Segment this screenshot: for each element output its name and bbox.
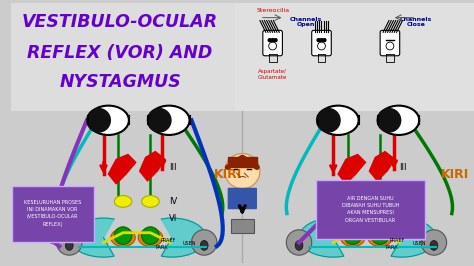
Ellipse shape	[386, 42, 394, 50]
Text: IV: IV	[169, 197, 177, 206]
Circle shape	[317, 39, 320, 41]
FancyBboxPatch shape	[228, 188, 257, 209]
Ellipse shape	[111, 229, 135, 246]
Ellipse shape	[88, 106, 129, 135]
Circle shape	[421, 230, 447, 255]
Ellipse shape	[318, 42, 326, 50]
Circle shape	[114, 227, 132, 244]
Circle shape	[191, 230, 217, 255]
Text: VESTIBULO-OCULAR: VESTIBULO-OCULAR	[22, 13, 218, 31]
Ellipse shape	[378, 106, 419, 135]
FancyBboxPatch shape	[263, 30, 283, 56]
Polygon shape	[140, 152, 165, 181]
FancyBboxPatch shape	[10, 3, 236, 110]
Polygon shape	[109, 155, 136, 184]
Ellipse shape	[142, 196, 159, 207]
Text: PRAEF: PRAEF	[160, 238, 175, 243]
Ellipse shape	[340, 229, 365, 246]
Circle shape	[87, 109, 110, 132]
Circle shape	[317, 109, 340, 132]
Ellipse shape	[114, 196, 132, 207]
Text: Aspartate/
Glutamate: Aspartate/ Glutamate	[258, 69, 287, 80]
Circle shape	[323, 39, 326, 41]
Ellipse shape	[65, 240, 73, 250]
Ellipse shape	[295, 240, 303, 250]
Circle shape	[142, 227, 159, 244]
Ellipse shape	[201, 240, 208, 250]
Circle shape	[320, 39, 323, 41]
FancyBboxPatch shape	[380, 30, 400, 56]
Circle shape	[56, 230, 82, 255]
Text: USEN: USEN	[412, 242, 426, 246]
Text: PRAEF: PRAEF	[390, 238, 405, 243]
Polygon shape	[161, 218, 206, 257]
Polygon shape	[338, 155, 365, 184]
Text: PARA: PARA	[155, 245, 168, 250]
Ellipse shape	[148, 106, 190, 135]
Circle shape	[271, 39, 274, 41]
FancyBboxPatch shape	[12, 186, 94, 242]
Text: REFLEX (VOR) AND: REFLEX (VOR) AND	[27, 44, 213, 62]
Text: III: III	[169, 163, 176, 172]
Circle shape	[274, 39, 277, 41]
Text: III: III	[399, 163, 406, 172]
Ellipse shape	[318, 106, 359, 135]
Ellipse shape	[430, 240, 438, 250]
Circle shape	[377, 109, 401, 132]
Circle shape	[225, 153, 260, 189]
Text: KIRI: KIRI	[213, 168, 242, 181]
Text: Channels
Close: Channels Close	[400, 17, 432, 27]
Text: Channels
Open: Channels Open	[290, 17, 322, 27]
Text: VI: VI	[169, 214, 177, 223]
Circle shape	[371, 227, 389, 244]
Text: Stereocilia: Stereocilia	[257, 8, 290, 13]
Circle shape	[147, 109, 171, 132]
Ellipse shape	[368, 229, 392, 246]
FancyBboxPatch shape	[316, 180, 425, 239]
Polygon shape	[299, 218, 344, 257]
Text: USEN: USEN	[182, 242, 196, 246]
FancyBboxPatch shape	[231, 219, 254, 233]
Circle shape	[286, 230, 312, 255]
Circle shape	[344, 227, 362, 244]
Polygon shape	[369, 152, 395, 181]
FancyBboxPatch shape	[312, 30, 331, 56]
Ellipse shape	[138, 229, 163, 246]
Text: AIR DENGAN SUHU
DIBAWAH SUHU TUBUH
AKAN MENSUPRESI
ORGAN VESTIBULAR: AIR DENGAN SUHU DIBAWAH SUHU TUBUH AKAN …	[342, 196, 399, 223]
Ellipse shape	[269, 42, 276, 50]
Text: PARA: PARA	[385, 245, 398, 250]
FancyBboxPatch shape	[236, 3, 474, 110]
Text: KESELURUHAN PROSES
INI DINAMAKAN VOR
(VESTIBULO-OCULAR
REFLEX): KESELURUHAN PROSES INI DINAMAKAN VOR (VE…	[24, 200, 82, 227]
Circle shape	[268, 39, 271, 41]
Text: NYSTAGMUS: NYSTAGMUS	[59, 73, 181, 91]
Polygon shape	[70, 218, 114, 257]
Polygon shape	[391, 218, 436, 257]
Text: KIRI: KIRI	[441, 168, 470, 181]
